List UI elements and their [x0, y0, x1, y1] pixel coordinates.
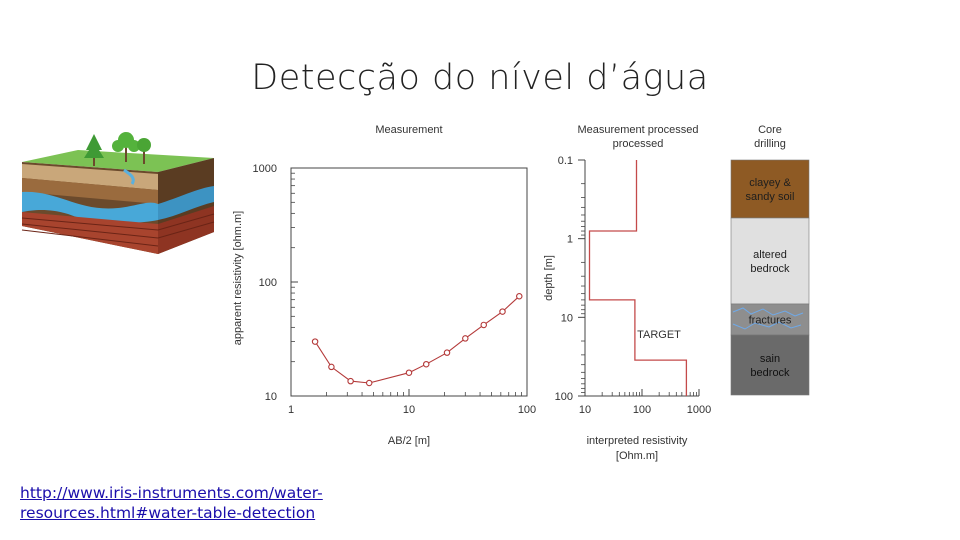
data-point — [365, 379, 373, 387]
data-point — [422, 360, 430, 368]
source-link-line2[interactable]: resources.html#water-table-detection — [20, 504, 316, 522]
x-tick-label: 100 — [633, 404, 651, 416]
y-tick-label: 10 — [265, 391, 277, 403]
processed-chart-title-line1: Measurement processed — [577, 124, 698, 136]
core-drilling-title-line2: drilling — [754, 138, 786, 150]
core-layer — [730, 217, 810, 305]
y-tick-label: 0.1 — [558, 155, 573, 167]
data-point — [516, 292, 523, 300]
core-layer-label-line2: sandy soil — [746, 191, 795, 203]
slide-title: Detecção do nível d’água — [251, 58, 709, 98]
core-layer-label-line1: clayey & — [749, 177, 791, 189]
x-tick-label: 1 — [288, 404, 294, 416]
data-point — [311, 338, 319, 345]
core-layer-label-line2: bedrock — [750, 263, 790, 275]
x-tick-label: 1000 — [687, 404, 711, 416]
data-point — [405, 369, 413, 376]
core-layer — [730, 334, 810, 396]
data-point — [480, 321, 487, 329]
processed-x-axis-label-line1: interpreted resistivity — [587, 435, 688, 447]
y-tick-label: 100 — [555, 391, 573, 403]
processed-x-axis-label-line2: [Ohm.m] — [616, 450, 658, 462]
x-tick-label: 10 — [403, 404, 415, 416]
terrain-block-illustration — [21, 132, 215, 254]
measurement-y-axis-label: apparent resistivity [ohm.m] — [232, 211, 244, 346]
y-tick-label: 1000 — [253, 163, 277, 175]
processed-chart-title-line2: processed — [613, 138, 664, 150]
core-drilling-column: Core drilling clayey & sandy soil altered b… — [730, 124, 810, 396]
measurement-x-axis-label: AB/2 [m] — [388, 435, 430, 447]
measurement-plot-frame — [290, 167, 528, 397]
measurement-chart: Measurement apparent resistivity [ohm.m]… — [232, 124, 536, 447]
target-annotation: TARGET — [637, 329, 681, 341]
measurement-curve — [314, 295, 520, 384]
fracture-line — [732, 307, 804, 317]
processed-chart: Measurement processed processed depth [m… — [543, 124, 711, 462]
data-point — [328, 363, 335, 371]
y-tick-label: 1 — [567, 234, 573, 246]
interpreted-resistivity-profile — [588, 160, 688, 396]
data-point — [443, 349, 451, 356]
processed-y-axis-label: depth [m] — [543, 255, 555, 301]
x-tick-label: 10 — [579, 404, 591, 416]
core-layer-label: fractures — [749, 315, 792, 327]
core-drilling-title-line1: Core — [758, 124, 782, 136]
core-layer-label-line1: altered — [753, 249, 787, 261]
fracture-line — [732, 321, 802, 330]
core-layer — [730, 159, 810, 219]
data-point — [462, 335, 469, 342]
source-link-line1[interactable]: http://www.iris-instruments.com/water- — [20, 484, 323, 502]
y-tick-label: 100 — [259, 277, 277, 289]
source-link[interactable]: http://www.iris-instruments.com/water- r… — [20, 483, 323, 523]
data-point — [499, 308, 506, 315]
core-layer-label-line1: sain — [760, 353, 780, 365]
y-tick-label: 10 — [561, 312, 573, 324]
resistivity-figure: Measurement apparent resistivity [ohm.m]… — [232, 124, 810, 462]
data-point — [347, 377, 354, 385]
x-tick-label: 100 — [518, 404, 536, 416]
measurement-chart-title: Measurement — [375, 124, 442, 136]
core-layer-label-line2: bedrock — [750, 367, 790, 379]
